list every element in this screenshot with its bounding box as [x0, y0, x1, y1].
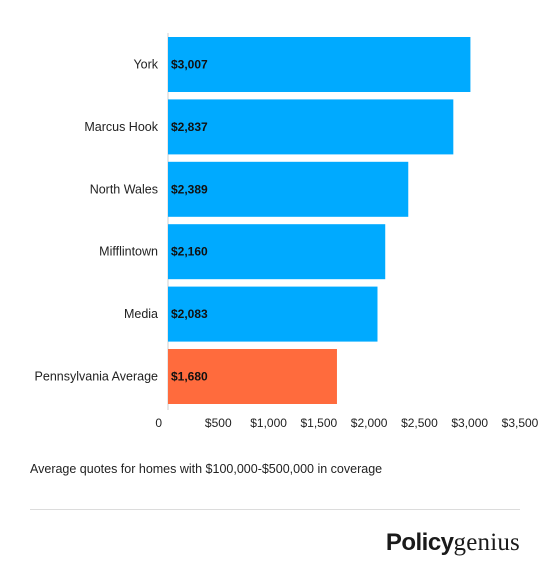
x-tick-label: $1,000 [250, 416, 287, 430]
logo-bold-text: Policy [385, 529, 454, 556]
category-label: Mifflintown [99, 245, 158, 259]
bar-value-label: $2,160 [171, 245, 208, 259]
bar-value-label: $2,083 [171, 307, 208, 321]
bar-chart: $3,007 York $2,837 Marcus Hook $2,389 North W… [35, 33, 539, 430]
bar-value-label: $2,837 [171, 120, 208, 134]
policygenius-logo: Policygenius [386, 528, 520, 558]
x-tick-label: $3,000 [451, 416, 488, 430]
category-label: North Wales [90, 182, 158, 196]
bar [168, 37, 471, 92]
x-tick-label: $3,500 [502, 416, 539, 430]
bar-value-label: $2,389 [171, 182, 208, 196]
category-label: Pennsylvania Average [35, 370, 159, 384]
x-tick-label: 0 [155, 416, 162, 430]
bar [168, 99, 454, 155]
bar [168, 224, 386, 280]
bar [168, 161, 409, 217]
x-tick-label: $1,500 [301, 416, 338, 430]
x-tick-label: $500 [205, 416, 232, 430]
category-label: Media [124, 307, 158, 321]
bar-value-label: $1,680 [171, 370, 208, 384]
chart-caption: Average quotes for homes with $100,000-$… [30, 462, 383, 476]
category-label: Marcus Hook [84, 120, 158, 134]
bar [168, 349, 337, 404]
bar-value-label: $3,007 [171, 58, 208, 72]
divider [30, 509, 520, 510]
x-tick-label: $2,000 [351, 416, 388, 430]
bar [168, 286, 378, 342]
category-label: York [133, 58, 158, 72]
x-tick-label: $2,500 [401, 416, 438, 430]
logo-light-text: genius [453, 529, 520, 556]
